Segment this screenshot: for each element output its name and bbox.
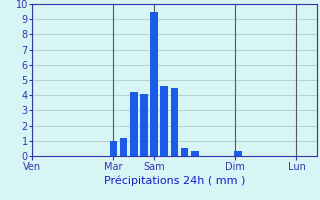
- Bar: [160, 86, 168, 156]
- Bar: [234, 151, 242, 156]
- Bar: [140, 94, 148, 156]
- Bar: [181, 148, 188, 156]
- Bar: [191, 151, 198, 156]
- Bar: [150, 12, 158, 156]
- Bar: [130, 92, 138, 156]
- Bar: [171, 88, 178, 156]
- X-axis label: Précipitations 24h ( mm ): Précipitations 24h ( mm ): [104, 176, 245, 186]
- Bar: [109, 141, 117, 156]
- Bar: [120, 138, 127, 156]
